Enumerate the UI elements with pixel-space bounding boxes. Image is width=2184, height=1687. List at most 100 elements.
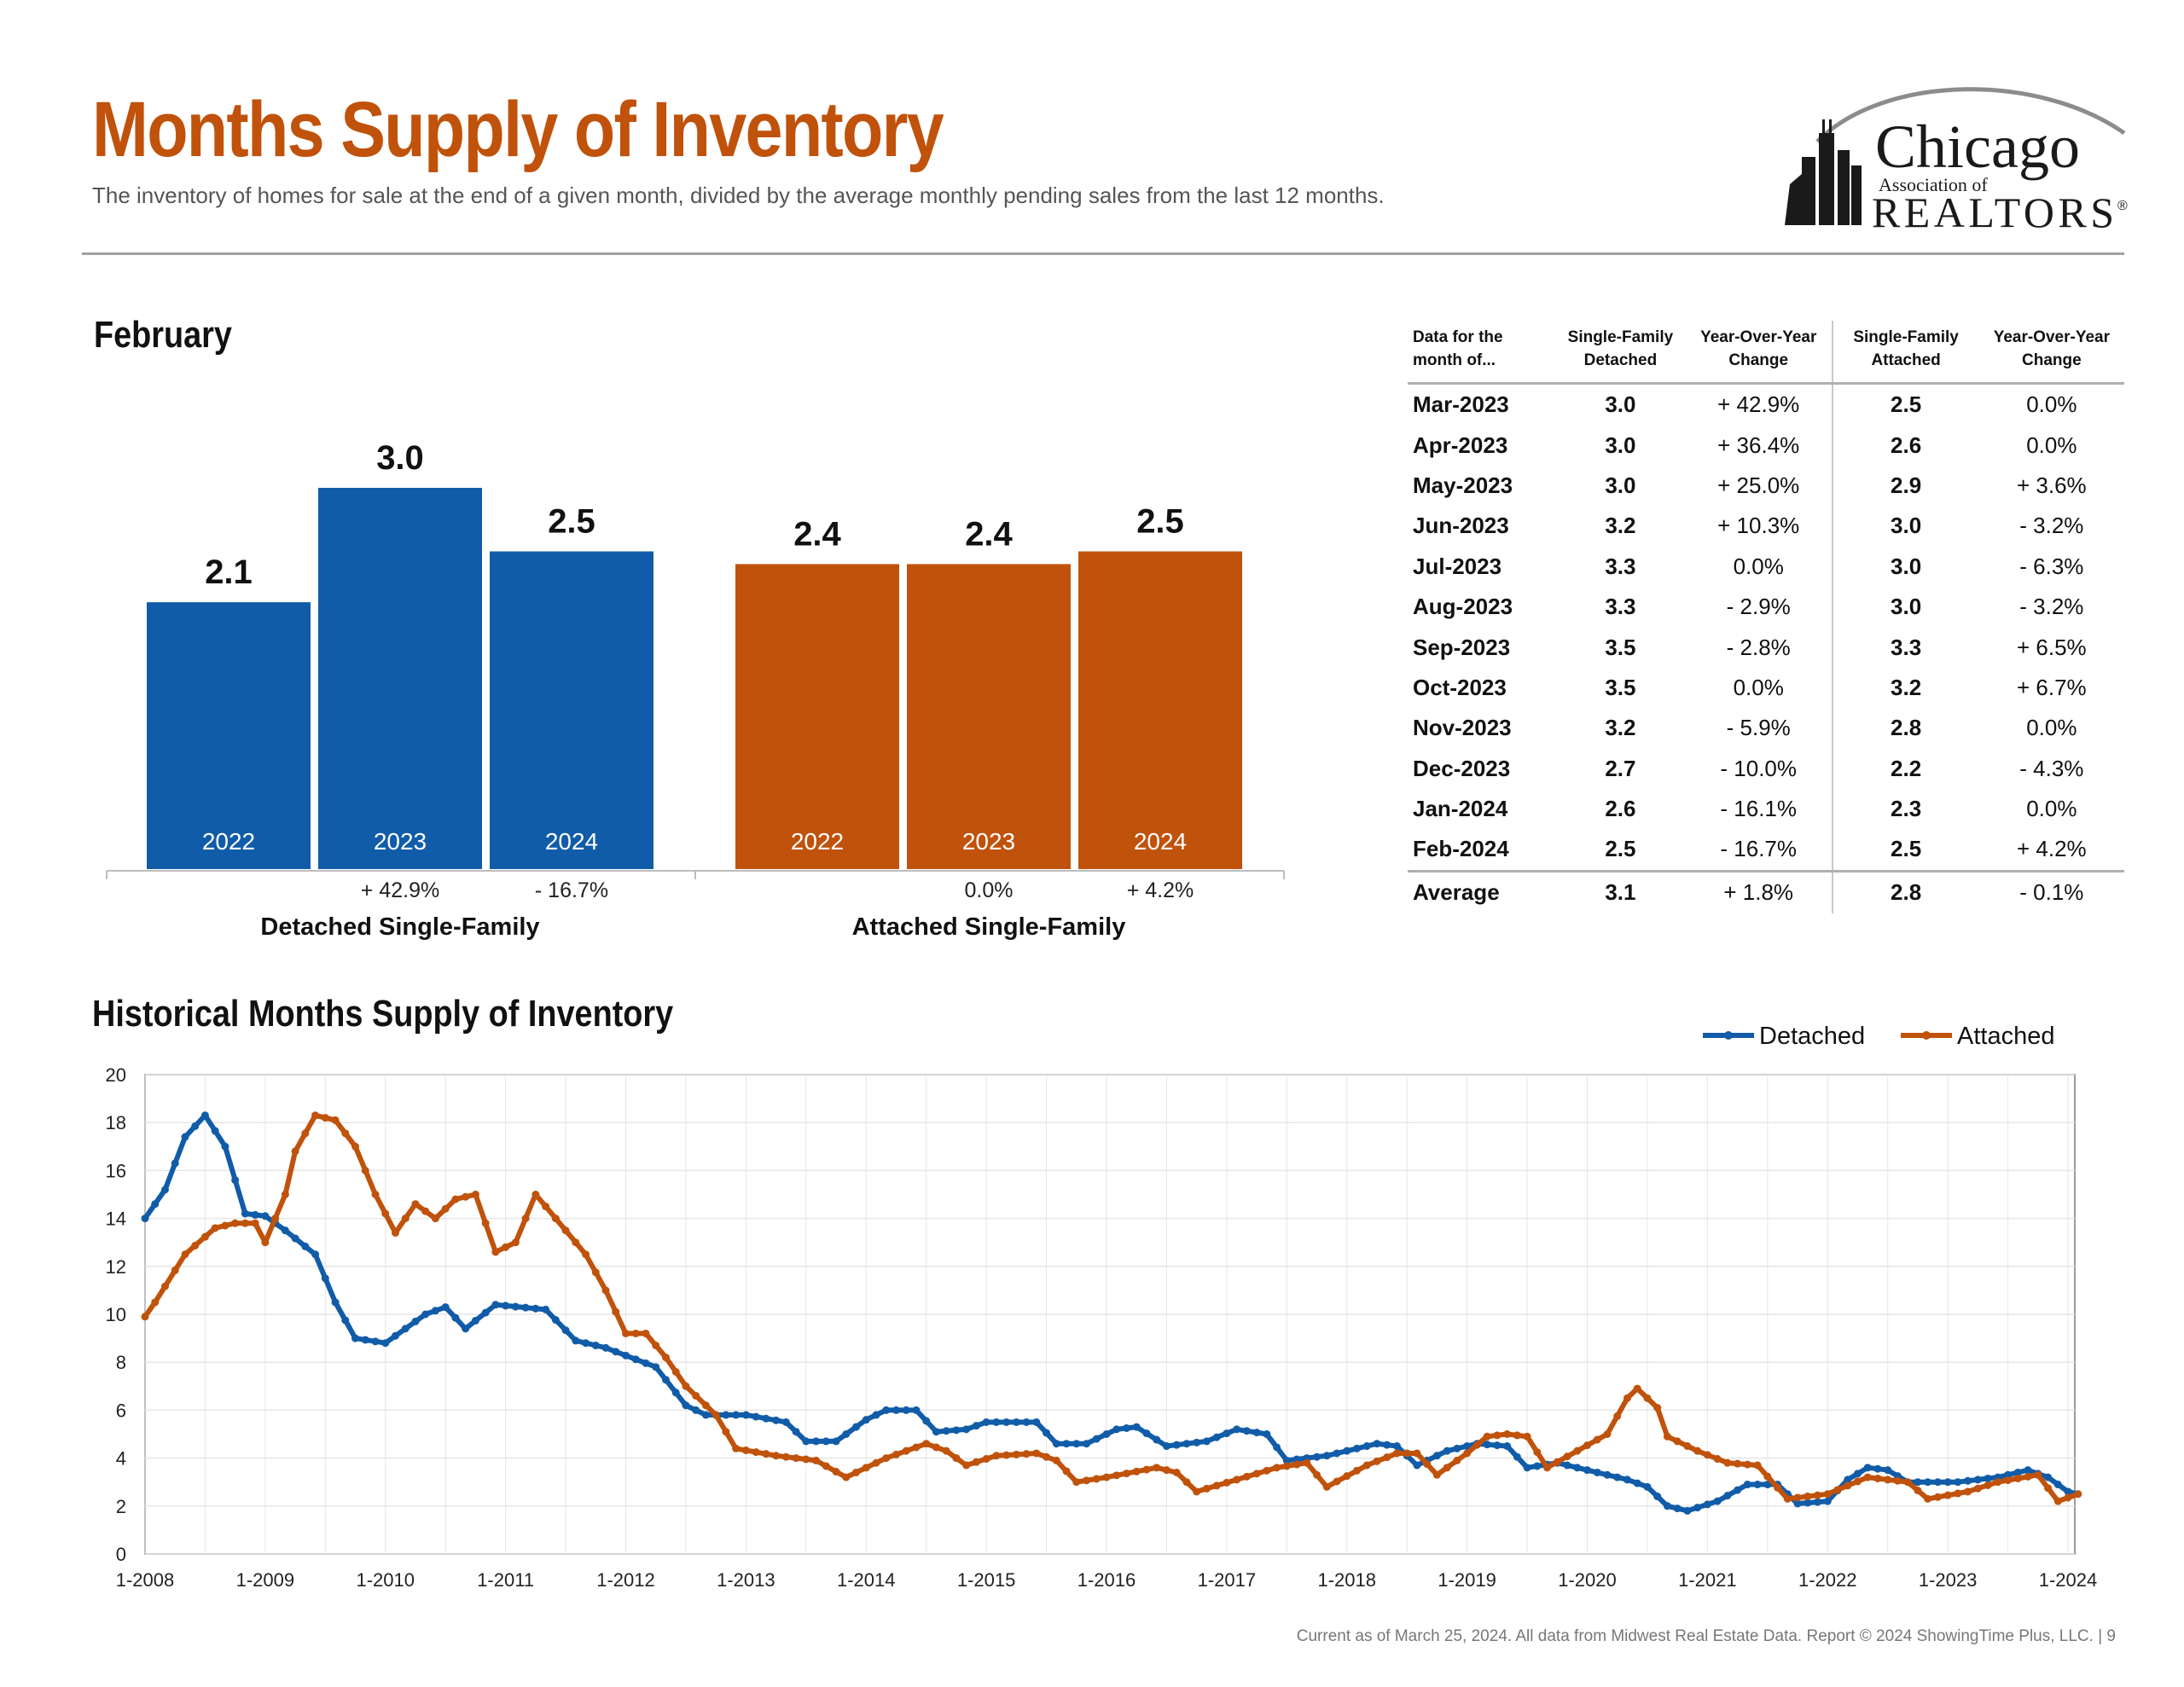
series-point-detached xyxy=(962,1425,971,1434)
series-point-attached xyxy=(762,1450,770,1458)
series-point-attached xyxy=(160,1282,169,1290)
cell-detached-change: 0.0% xyxy=(1685,546,1833,587)
series-point-attached xyxy=(1153,1464,1161,1472)
series-point-detached xyxy=(160,1186,169,1194)
table-row: May-2023 3.0 + 25.0% 2.9 + 3.6% xyxy=(1408,465,2124,507)
x-tick-label: 1-2014 xyxy=(837,1569,896,1591)
series-point-detached xyxy=(701,1411,710,1419)
cell-detached-change: - 5.9% xyxy=(1685,708,1833,749)
series-point-attached xyxy=(1132,1467,1141,1475)
series-point-attached xyxy=(1282,1462,1291,1470)
cell-detached-change: + 42.9% xyxy=(1685,383,1833,426)
cell-detached-change: - 2.9% xyxy=(1685,586,1833,628)
cell-month: Average xyxy=(1408,869,1555,913)
series-point-attached xyxy=(2053,1497,2062,1505)
series-point-detached xyxy=(1392,1442,1401,1451)
cell-detached: 3.5 xyxy=(1605,634,1636,660)
series-point-attached xyxy=(1122,1470,1130,1478)
series-point-detached xyxy=(1002,1417,1011,1426)
series-point-detached xyxy=(1012,1417,1020,1426)
cell-attached: 2.8 xyxy=(1832,869,1979,913)
series-point-attached xyxy=(561,1226,570,1235)
series-point-detached xyxy=(772,1416,781,1424)
series-point-detached xyxy=(852,1423,861,1431)
cell-attached-change: - 6.3% xyxy=(2019,553,2084,579)
col-header-detached-change: Year-Over-Year Change xyxy=(1685,321,1833,385)
series-point-attached xyxy=(1543,1464,1552,1472)
series-point-attached xyxy=(331,1116,340,1124)
x-tick-label: 1-2008 xyxy=(116,1569,175,1591)
series-point-attached xyxy=(361,1166,369,1174)
series-point-attached xyxy=(2034,1470,2042,1479)
series-point-detached xyxy=(1083,1440,1091,1448)
series-point-detached xyxy=(1182,1440,1191,1448)
cell-attached: 2.3 xyxy=(1891,796,1922,822)
series-point-detached xyxy=(391,1331,399,1340)
series-point-attached xyxy=(962,1461,971,1470)
y-tick-label: 0 xyxy=(116,1544,126,1565)
series-point-detached xyxy=(732,1411,741,1419)
x-tick-label: 1-2024 xyxy=(2039,1569,2098,1591)
series-point-detached xyxy=(1193,1438,1201,1446)
series-point-detached xyxy=(1523,1464,1531,1472)
y-tick-label: 2 xyxy=(116,1496,126,1517)
series-point-detached xyxy=(1212,1433,1221,1441)
cell-detached-change: - 10.0% xyxy=(1685,748,1833,789)
series-point-detached xyxy=(622,1351,630,1359)
series-point-attached xyxy=(261,1238,270,1247)
series-point-detached xyxy=(1853,1470,1862,1478)
series-point-attached xyxy=(701,1401,710,1410)
series-point-detached xyxy=(752,1412,760,1421)
series-point-detached xyxy=(832,1437,840,1446)
bar-group-label: Detached Single-Family xyxy=(260,913,539,941)
series-point-detached xyxy=(1533,1462,1542,1470)
series-point-attached xyxy=(1873,1474,1882,1482)
series-point-detached xyxy=(1713,1497,1722,1505)
series-point-detached xyxy=(1242,1427,1251,1435)
series-point-detached xyxy=(441,1303,450,1312)
series-point-detached xyxy=(1613,1473,1622,1481)
y-tick-label: 20 xyxy=(106,1064,126,1086)
table-row: Nov-2023 3.2 - 5.9% 2.8 0.0% xyxy=(1408,708,2124,749)
table-row: Sep-2023 3.5 - 2.8% 3.3 + 6.5% xyxy=(1408,627,2124,668)
series-point-attached xyxy=(1703,1451,1711,1459)
cell-detached: 3.3 xyxy=(1605,553,1636,579)
series-point-detached xyxy=(1503,1442,1512,1451)
cell-detached: 2.5 xyxy=(1605,836,1636,862)
series-point-attached xyxy=(1623,1394,1631,1402)
series-point-attached xyxy=(1954,1489,1962,1498)
col-header-detached: Single-Family Detached xyxy=(1554,321,1686,385)
series-point-attached xyxy=(200,1232,209,1241)
y-tick-label: 4 xyxy=(116,1448,126,1470)
series-point-attached xyxy=(1223,1478,1231,1487)
cell-detached-change: + 36.4% xyxy=(1685,425,1833,466)
table-row: Dec-2023 2.7 - 10.0% 2.2 - 4.3% xyxy=(1408,748,2124,789)
page-subtitle: The inventory of homes for sale at the e… xyxy=(92,183,1385,208)
series-point-detached xyxy=(792,1428,800,1436)
y-tick-label: 10 xyxy=(106,1304,126,1325)
series-point-attached xyxy=(1322,1482,1331,1491)
series-point-attached xyxy=(1142,1465,1151,1474)
bar-value-label: 2.1 xyxy=(205,554,253,591)
series-point-detached xyxy=(191,1122,200,1130)
series-point-detached xyxy=(822,1437,830,1446)
series-point-attached xyxy=(1432,1470,1441,1479)
series-point-attached xyxy=(1242,1472,1251,1481)
y-tick-label: 6 xyxy=(116,1400,126,1421)
series-point-detached xyxy=(1734,1486,1742,1494)
series-point-detached xyxy=(882,1406,891,1414)
series-point-attached xyxy=(371,1191,380,1198)
series-point-detached xyxy=(2024,1466,2032,1475)
x-tick-label: 1-2020 xyxy=(1558,1569,1617,1591)
series-point-attached xyxy=(1613,1412,1622,1420)
series-point-detached xyxy=(521,1303,530,1312)
series-point-detached xyxy=(331,1298,340,1307)
series-point-attached xyxy=(1002,1451,1011,1459)
series-point-attached xyxy=(1844,1481,1852,1490)
series-point-detached xyxy=(1763,1481,1772,1489)
series-point-detached xyxy=(1362,1442,1371,1451)
series-point-detached xyxy=(692,1406,700,1414)
cell-month: Jan-2024 xyxy=(1413,796,1508,822)
series-point-detached xyxy=(561,1326,570,1335)
series-point-detached xyxy=(401,1325,410,1333)
